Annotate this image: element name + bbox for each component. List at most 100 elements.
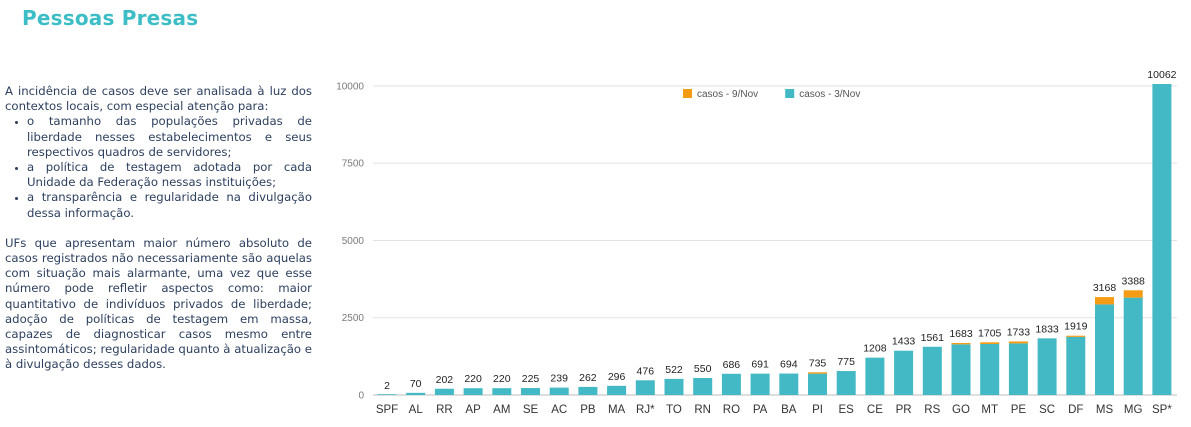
data-label: 694 — [780, 359, 798, 371]
data-label: 220 — [464, 373, 482, 385]
x-tick-label: PA — [753, 404, 768, 416]
x-tick-label: AM — [493, 404, 510, 416]
bar-nov3 — [578, 386, 598, 395]
data-label: 3388 — [1122, 275, 1146, 287]
data-label: 686 — [723, 359, 741, 371]
x-tick-label: SC — [1039, 404, 1055, 416]
bar-nov3 — [635, 380, 655, 395]
bullet-item: a transparência e regularidade na divulg… — [27, 190, 312, 220]
x-tick-label: MG — [1124, 404, 1143, 416]
x-tick-label: AL — [409, 404, 424, 416]
x-tick-label: BA — [781, 404, 797, 416]
bar-nov3 — [607, 385, 627, 395]
bar-nov3 — [693, 378, 713, 395]
y-tick-label: 7500 — [342, 159, 365, 170]
legend-swatch — [683, 89, 692, 98]
bar-nov9 — [1123, 290, 1143, 298]
bullet-item: o tamanho das populações privadas de lib… — [27, 114, 312, 160]
bar-nov3 — [1066, 336, 1086, 395]
bar-nov3 — [1123, 297, 1143, 395]
data-label: 202 — [436, 374, 454, 386]
bullet-list: o tamanho das populações privadas de lib… — [5, 114, 312, 220]
data-label: 1705 — [978, 327, 1002, 339]
data-label: 1833 — [1035, 323, 1059, 335]
x-tick-label: MA — [608, 404, 626, 416]
bar-nov3 — [463, 388, 483, 395]
legend-swatch — [785, 89, 795, 98]
x-tick-label: AC — [551, 404, 567, 416]
bar-nov9 — [951, 342, 971, 345]
bar-nov3 — [1037, 338, 1057, 395]
data-label: 735 — [809, 357, 827, 369]
data-label: 220 — [493, 373, 511, 385]
data-label: 1733 — [1007, 326, 1031, 338]
x-tick-label: RO — [723, 404, 740, 416]
data-label: 2 — [384, 380, 390, 392]
text-panel: A incidência de casos deve ser analisada… — [5, 84, 312, 373]
x-tick-label: PB — [580, 404, 596, 416]
bar-nov3 — [377, 394, 397, 395]
bar-nov3 — [922, 346, 942, 395]
data-label: 262 — [579, 372, 597, 384]
data-label: 1683 — [949, 328, 973, 340]
x-tick-label: MS — [1096, 404, 1114, 416]
bar-chart: 0 2500 5000 7500 10000 2 SPF 70 AL 202 RR 220 AP 220 A… — [336, 69, 1177, 416]
data-label: 1919 — [1064, 321, 1088, 333]
data-label: 296 — [608, 371, 626, 383]
x-tick-label: AP — [465, 404, 481, 416]
y-tick-label: 10000 — [336, 81, 364, 92]
bar-nov3 — [951, 344, 971, 395]
bar-nov3 — [1008, 343, 1028, 395]
x-tick-label: MT — [981, 404, 998, 416]
x-tick-label: ES — [839, 404, 855, 416]
bar-nov3 — [980, 344, 1000, 395]
bar-nov3 — [894, 350, 914, 395]
y-tick-label: 0 — [358, 391, 364, 402]
bar-nov9 — [808, 372, 827, 374]
data-label: 522 — [665, 364, 683, 376]
x-tick-label: RS — [924, 404, 940, 416]
x-tick-label: PE — [1011, 404, 1027, 416]
legend-label: casos - 3/Nov — [799, 89, 860, 100]
bar-nov9 — [1095, 297, 1114, 305]
bar-nov3 — [664, 378, 684, 395]
bar-nov3 — [434, 388, 454, 395]
bar-nov9 — [980, 342, 1000, 345]
bar-nov9 — [1008, 341, 1028, 344]
x-tick-label: SE — [523, 404, 539, 416]
data-label: 3168 — [1093, 282, 1117, 294]
data-label: 1208 — [863, 343, 887, 355]
bar-nov3 — [549, 387, 569, 395]
bar-nov3 — [865, 357, 885, 395]
data-label: 70 — [410, 378, 422, 390]
data-label: 1433 — [892, 336, 916, 348]
data-label: 225 — [522, 373, 540, 385]
bar-nov9 — [1066, 335, 1086, 337]
x-tick-label: PI — [812, 404, 823, 416]
legend-label: casos - 9/Nov — [697, 89, 758, 100]
bullet-item: a política de testagem adotada por cada … — [27, 160, 312, 190]
x-tick-label: DF — [1068, 404, 1083, 416]
x-tick-label: GO — [952, 404, 970, 416]
bar-nov3 — [406, 392, 426, 395]
data-label: 1561 — [921, 332, 945, 344]
bar-nov3 — [779, 373, 799, 395]
page-title: Pessoas Presas — [22, 6, 199, 30]
analysis-paragraph: UFs que apresentam maior número absoluto… — [5, 235, 312, 372]
bar-nov3 — [750, 373, 770, 395]
data-label: 476 — [637, 365, 655, 377]
x-tick-label: SPF — [376, 404, 398, 416]
data-label: 691 — [751, 359, 769, 371]
bar-nov3 — [492, 388, 512, 395]
bar-nov3 — [808, 373, 827, 395]
x-tick-label: TO — [666, 404, 682, 416]
x-tick-label: RN — [694, 404, 711, 416]
data-label: 550 — [694, 363, 712, 375]
y-tick-label: 2500 — [342, 313, 365, 324]
bar-nov3 — [1095, 304, 1114, 395]
x-tick-label: RJ* — [636, 404, 655, 416]
intro-paragraph: A incidência de casos deve ser analisada… — [5, 84, 312, 114]
bar-nov3 — [836, 371, 856, 395]
x-tick-label: CE — [867, 404, 883, 416]
bar-nov3 — [1152, 84, 1172, 395]
